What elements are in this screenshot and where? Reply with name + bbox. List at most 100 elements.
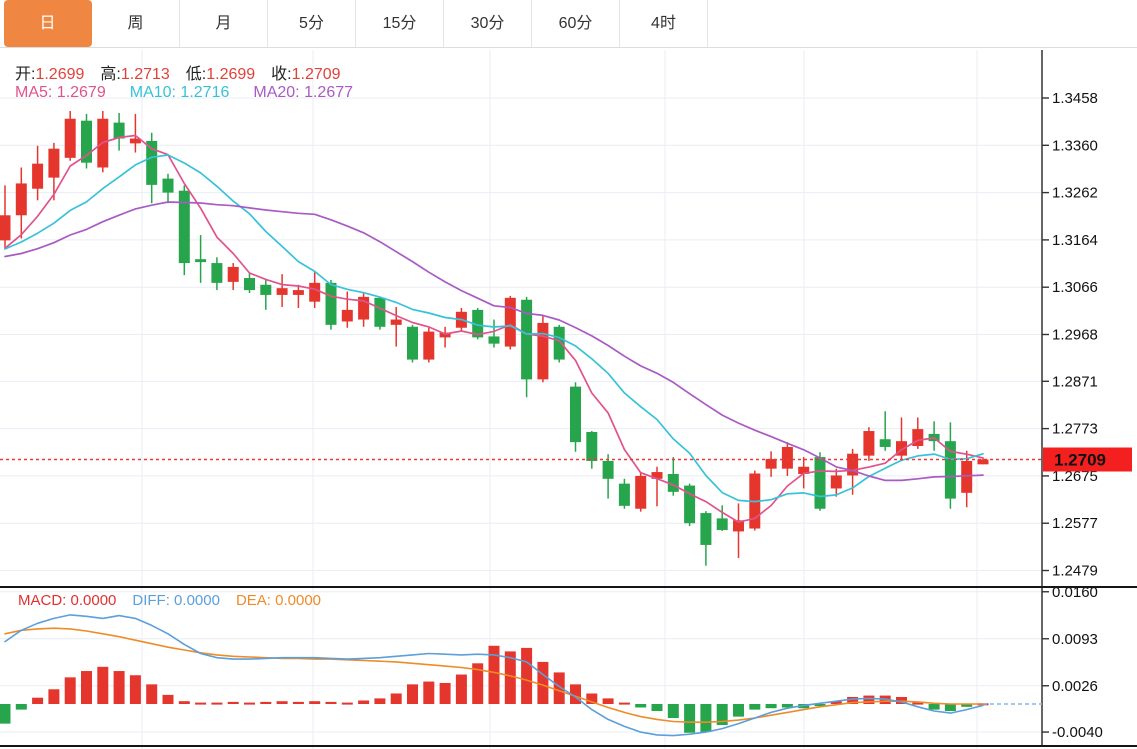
macd-hist-bar	[928, 704, 940, 710]
candle-body	[635, 475, 647, 509]
candle-body	[211, 263, 223, 283]
current-price-tag-value: 1.2709	[1054, 451, 1106, 470]
legend-item: 低:1.2699	[186, 66, 255, 83]
candle-body	[504, 297, 516, 347]
tab-周[interactable]: 周	[92, 0, 180, 47]
macd-hist-bar	[0, 704, 11, 724]
candle-body	[390, 319, 402, 325]
macd-hist-bar	[700, 704, 712, 733]
y-axis-label: 1.3164	[1052, 232, 1098, 249]
candle-body	[586, 431, 598, 461]
macd-axis-label: 0.0026	[1052, 678, 1098, 695]
macd-hist-bar	[944, 704, 956, 712]
macd-hist-bar	[227, 701, 239, 704]
legend-value: 1.2699	[206, 66, 256, 83]
legend-label: 低:	[185, 66, 207, 83]
candle-body	[537, 322, 549, 380]
legend-value: 0.0000	[169, 592, 220, 609]
bottom-border	[0, 745, 1137, 747]
legend-label: MACD:	[18, 592, 67, 609]
candle-body	[358, 296, 370, 320]
ma-legend: MA5: 1.2679 MA10: 1.2716 MA20: 1.2677	[15, 84, 377, 102]
legend-label: MA5:	[15, 84, 53, 101]
candle-body	[472, 309, 484, 338]
macd-hist-bar	[455, 674, 467, 704]
legend-label: 收:	[271, 66, 292, 83]
tab-30分[interactable]: 30分	[444, 0, 532, 47]
macd-hist-bar	[276, 701, 288, 704]
macd-hist-bar	[48, 689, 60, 704]
candle-body	[798, 466, 810, 474]
macd-hist-bar	[781, 704, 793, 708]
macd-hist-bar	[488, 645, 500, 704]
tab-月[interactable]: 月	[180, 0, 268, 47]
y-axis-label: 1.3066	[1052, 279, 1098, 296]
candle-body	[863, 431, 875, 456]
macd-axis-label: 0.0160	[1052, 586, 1098, 601]
candle-body	[113, 122, 125, 139]
tab-60分[interactable]: 60分	[532, 0, 620, 47]
tab-5分[interactable]: 5分	[268, 0, 356, 47]
candle-body	[830, 475, 842, 489]
candle-body	[15, 183, 27, 216]
macd-hist-bar	[97, 666, 109, 704]
macd-hist-bar	[602, 698, 614, 704]
candle-body	[553, 326, 565, 360]
macd-hist-bar	[765, 704, 777, 709]
y-axis-label: 1.2675	[1052, 468, 1098, 485]
candle-body	[618, 483, 630, 506]
tab-4时[interactable]: 4时	[620, 0, 708, 47]
legend-label: DIFF:	[132, 592, 170, 609]
macd-hist-bar	[195, 702, 207, 705]
y-axis-label: 1.2773	[1052, 421, 1098, 438]
legend-label: MA20:	[253, 84, 300, 101]
legend-value: 1.2679	[52, 84, 106, 101]
macd-legend: MACD: 0.0000 DIFF: 0.0000 DEA: 0.0000	[18, 592, 337, 609]
y-axis-label: 1.2479	[1052, 563, 1098, 580]
candle-body	[162, 178, 174, 193]
diff-line	[4, 614, 984, 737]
macd-hist-bar	[537, 661, 549, 704]
macd-hist-bar	[113, 671, 125, 704]
tab-15分[interactable]: 15分	[356, 0, 444, 47]
macd-hist-bar	[325, 701, 337, 704]
macd-hist-bar	[618, 702, 630, 705]
macd-hist-bar	[716, 704, 728, 726]
legend-label: DEA:	[235, 592, 271, 609]
macd-hist-bar	[32, 697, 44, 704]
macd-hist-bar	[553, 672, 565, 704]
legend-item: 收:1.2709	[271, 66, 340, 83]
candle-body	[129, 138, 141, 144]
ohlc-legend: 开:1.2699 高:1.2713 低:1.2699 收:1.2709	[15, 60, 357, 84]
candle-body	[341, 309, 353, 322]
dea-line	[4, 627, 984, 723]
candle-body	[814, 457, 826, 509]
macd-hist-bar	[146, 684, 158, 704]
macd-hist-bar	[260, 701, 272, 704]
legend-value: 1.2699	[35, 66, 85, 83]
macd-hist-bar	[341, 702, 353, 705]
candle-body	[0, 215, 11, 241]
candle-body	[195, 259, 207, 263]
macd-hist-bar	[15, 704, 27, 710]
candle-body	[961, 460, 973, 493]
panel-divider	[0, 586, 1137, 588]
candle-body	[81, 120, 92, 163]
candle-body	[684, 485, 696, 524]
candle-body	[178, 190, 190, 264]
macd-axis-label: 0.0093	[1052, 631, 1098, 648]
macd-hist-bar	[749, 704, 761, 710]
ma20-line	[4, 201, 984, 482]
legend-item: DIFF: 0.0000	[132, 592, 220, 609]
y-axis-label: 1.2968	[1052, 326, 1098, 343]
candle-body	[227, 266, 239, 282]
tab-日[interactable]: 日	[4, 0, 92, 47]
y-axis-label: 1.3360	[1052, 137, 1098, 154]
candle-body	[896, 441, 907, 456]
macd-hist-bar	[586, 693, 598, 704]
candle-body	[48, 148, 60, 178]
candlestick-chart: 1.3458 1.3360 1.3262 1.3164 1.3066 1.2968 1.28…	[0, 50, 1132, 586]
macd-hist-bar	[912, 702, 924, 705]
candle-body	[488, 336, 500, 344]
legend-item: MA20: 1.2677	[253, 84, 353, 101]
